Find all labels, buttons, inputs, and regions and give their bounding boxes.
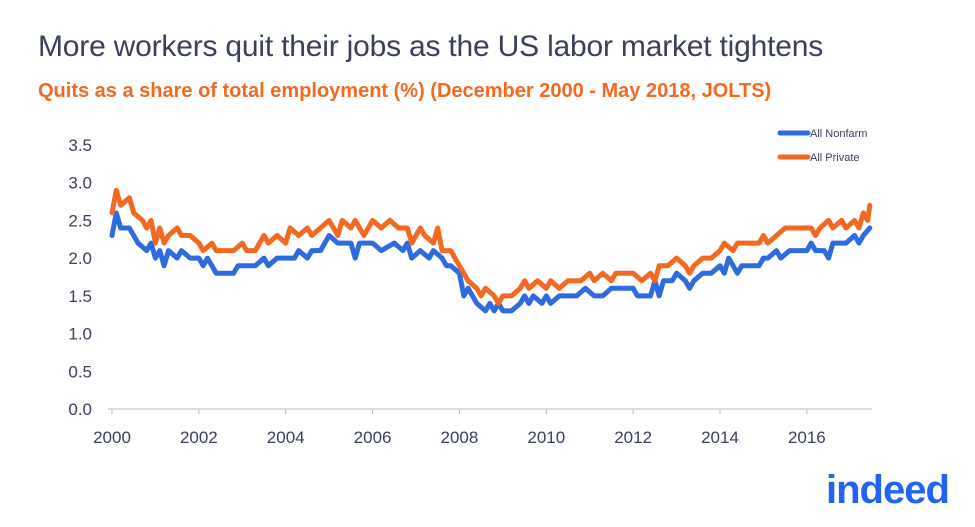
chart-title: More workers quit their jobs as the US l… xyxy=(38,30,824,63)
y-tick-label: 0.0 xyxy=(68,400,92,419)
y-tick-label: 0.5 xyxy=(68,362,92,381)
x-tick-label: 2000 xyxy=(93,428,131,447)
y-tick-label: 3.0 xyxy=(68,174,92,193)
x-tick-label: 2004 xyxy=(267,428,305,447)
legend-label: All Private xyxy=(810,152,860,164)
x-tick-label: 2014 xyxy=(701,428,739,447)
x-tick-label: 2006 xyxy=(354,428,392,447)
series-line-all-private xyxy=(109,187,873,306)
x-tick-label: 2008 xyxy=(441,428,479,447)
indeed-logo: indeed xyxy=(826,468,950,512)
legend-label: All Nonfarm xyxy=(810,128,867,140)
x-tick-label: 2012 xyxy=(614,428,652,447)
y-tick-label: 3.5 xyxy=(68,136,92,155)
y-tick-label: 2.5 xyxy=(68,211,92,230)
x-tick-label: 2010 xyxy=(527,428,565,447)
series-layer xyxy=(109,187,873,314)
y-tick-label: 2.0 xyxy=(68,249,92,268)
x-tick-label: 2002 xyxy=(180,428,218,447)
y-axis: 0.0 0.5 1.0 1.5 2.0 2.5 3.0 3.5 xyxy=(68,136,92,419)
legend: All Nonfarm All Private xyxy=(777,128,867,164)
y-tick-label: 1.0 xyxy=(68,325,92,344)
x-axis: 2000 2002 2004 2006 2008 2010 2012 2014 2016 xyxy=(93,408,872,447)
chart-subtitle: Quits as a share of total employment (%)… xyxy=(38,80,772,102)
y-tick-label: 1.5 xyxy=(68,287,92,306)
x-tick-label: 2016 xyxy=(788,428,826,447)
